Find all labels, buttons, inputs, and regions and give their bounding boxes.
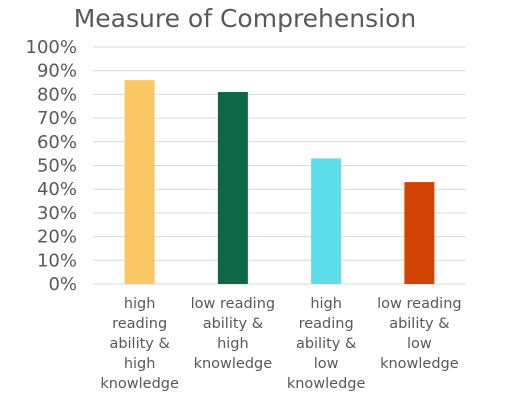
y-tick-label: 100% [26, 37, 77, 58]
y-tick-label: 80% [37, 84, 77, 105]
x-category-label: low reading ability & low knowledge [377, 296, 461, 372]
y-tick-label: 30% [37, 203, 77, 224]
y-tick-label: 40% [37, 179, 77, 200]
chart-title: Measure of Comprehension [73, 4, 417, 33]
y-tick-label: 10% [37, 250, 77, 271]
y-tick-label: 90% [37, 61, 77, 82]
y-tick-label: 60% [37, 132, 77, 153]
x-category-label: low reading ability & high knowledge [191, 296, 275, 372]
y-tick-label: 0% [48, 274, 77, 295]
bar [311, 158, 342, 284]
bar [217, 92, 248, 284]
x-category-label: high reading ability & low knowledge [287, 296, 366, 392]
x-category-label: high reading ability & high knowledge [100, 296, 179, 392]
bar [404, 182, 435, 284]
y-tick-label: 50% [37, 156, 77, 177]
bar [124, 80, 155, 285]
y-tick-label: 20% [37, 227, 77, 248]
y-tick-label: 70% [37, 108, 77, 129]
